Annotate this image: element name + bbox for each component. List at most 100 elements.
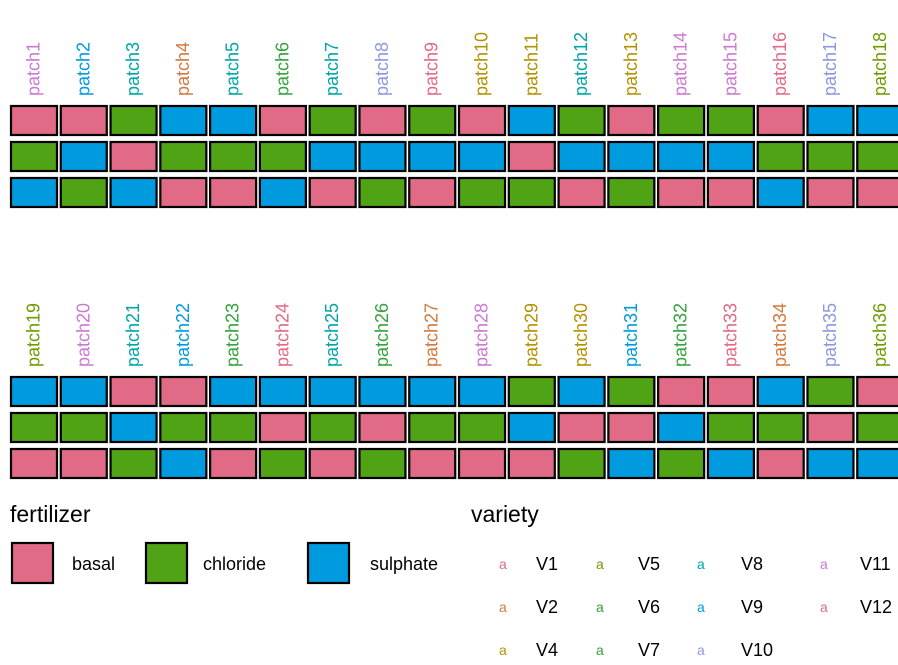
tile-patch21-chloride [109, 447, 158, 480]
tile-patch18-chloride [856, 140, 898, 173]
tile-patch22-sulphate [159, 447, 208, 480]
tile-patch17-sulphate [806, 104, 855, 137]
tile-patch20-basal [59, 447, 108, 480]
patch-label: patch17 [820, 32, 840, 96]
patch-label: patch4 [173, 42, 193, 96]
tile-patch26-sulphate [358, 375, 407, 408]
patch-label: patch11 [521, 33, 541, 96]
tile-patch34-sulphate [756, 375, 805, 408]
tile-patch4-chloride [159, 140, 208, 173]
fertilizer-legend-label: sulphate [370, 554, 438, 574]
tile-patch5-chloride [209, 140, 258, 173]
tile-patch1-chloride [9, 140, 59, 173]
variety-legend-label: V7 [638, 640, 660, 660]
tile-patch20-sulphate [59, 375, 108, 408]
patch-label: patch25 [322, 303, 342, 367]
tile-patch30-chloride [557, 447, 606, 480]
variety-legend-label: V2 [536, 597, 558, 617]
tile-patch8-basal [358, 104, 407, 137]
variety-legend-label: V11 [860, 554, 891, 574]
fertilizer-key-basal [10, 541, 55, 585]
tile-patch4-basal [159, 176, 208, 209]
patch-label: patch1 [24, 42, 44, 96]
tile-patch32-sulphate [657, 411, 706, 444]
tile-patch36-basal [856, 375, 898, 408]
variety-key-glyph: a [499, 642, 507, 658]
tile-patch13-chloride [607, 176, 656, 209]
tile-patch2-chloride [59, 176, 108, 209]
variety-key-glyph: a [596, 599, 604, 615]
patch-label: patch12 [571, 32, 591, 96]
patch-label: patch6 [272, 42, 292, 96]
patch-label: patch29 [521, 303, 541, 367]
fertilizer-legend: fertilizer basal chloride sulphate [10, 501, 438, 585]
tile-patch19-chloride [9, 411, 59, 444]
patch-label: patch15 [720, 32, 740, 96]
tile-patch13-sulphate [607, 140, 656, 173]
variety-key-glyph: a [820, 556, 828, 572]
tile-patch22-basal [159, 375, 208, 408]
tile-patch15-chloride [706, 104, 756, 137]
panel-1: patch1 patch2 patch3 patch4 patch5 patch6 patc… [9, 32, 898, 209]
tile-patch18-basal [856, 176, 898, 209]
variety-key-glyph: a [697, 556, 705, 572]
tile-patch15-basal [706, 176, 756, 209]
patch-label: patch31 [621, 303, 641, 367]
patch-label: patch10 [472, 32, 492, 96]
tile-patch17-chloride [806, 140, 855, 173]
variety-key-glyph: a [820, 599, 828, 615]
tile-patch17-basal [806, 176, 855, 209]
patch-label: patch18 [870, 32, 890, 96]
variety-key-glyph: a [697, 642, 705, 658]
tile-patch3-sulphate [109, 176, 158, 209]
patch-label: patch27 [422, 303, 442, 367]
tile-patch16-basal [756, 104, 805, 137]
patch-label: patch13 [621, 32, 641, 96]
tile-patch34-basal [756, 447, 805, 480]
tile-patch23-sulphate [209, 375, 258, 408]
patch-label: patch21 [123, 303, 143, 367]
tile-patch11-sulphate [507, 104, 556, 137]
tile-patch12-chloride [557, 104, 606, 137]
variety-legend-label: V1 [536, 554, 558, 574]
tile-patch28-basal [457, 447, 507, 480]
tile-patch20-chloride [59, 411, 108, 444]
variety-legend-label: V12 [860, 597, 892, 617]
fertilizer-legend-title: fertilizer [10, 501, 91, 527]
tile-patch35-sulphate [806, 447, 855, 480]
tile-patch34-chloride [756, 411, 805, 444]
patch-label: patch32 [671, 303, 691, 367]
tile-patch24-sulphate [258, 375, 307, 408]
tile-patch2-sulphate [59, 140, 108, 173]
variety-key-glyph: a [499, 556, 507, 572]
tile-patch29-chloride [507, 375, 556, 408]
tile-patch10-basal [457, 104, 507, 137]
fertilizer-key-sulphate [306, 541, 351, 585]
tile-patch10-chloride [457, 176, 507, 209]
tile-patch8-chloride [358, 176, 407, 209]
tile-patch25-basal [308, 447, 357, 480]
tile-patch23-chloride [209, 411, 258, 444]
tile-patch26-chloride [358, 447, 407, 480]
patch-label: patch20 [73, 303, 93, 367]
tile-patch29-basal [507, 447, 556, 480]
tile-patch31-sulphate [607, 447, 656, 480]
patch-label: patch28 [472, 303, 492, 367]
tile-patch6-basal [258, 104, 307, 137]
patch-label: patch19 [24, 303, 44, 367]
tile-patch21-sulphate [109, 411, 158, 444]
tile-patch19-basal [9, 447, 59, 480]
variety-legend-title: variety [471, 501, 539, 527]
tile-patch36-chloride [856, 411, 898, 444]
patch-label: patch30 [571, 303, 591, 367]
tile-patch18-sulphate [856, 104, 898, 137]
variety-legend-label: V4 [536, 640, 558, 660]
tile-patch8-sulphate [358, 140, 407, 173]
tile-patch27-chloride [408, 411, 457, 444]
patch-label: patch8 [372, 42, 392, 96]
tile-patch21-basal [109, 375, 158, 408]
tile-patch3-chloride [109, 104, 158, 137]
tile-patch27-sulphate [408, 375, 457, 408]
tile-patch16-sulphate [756, 176, 805, 209]
